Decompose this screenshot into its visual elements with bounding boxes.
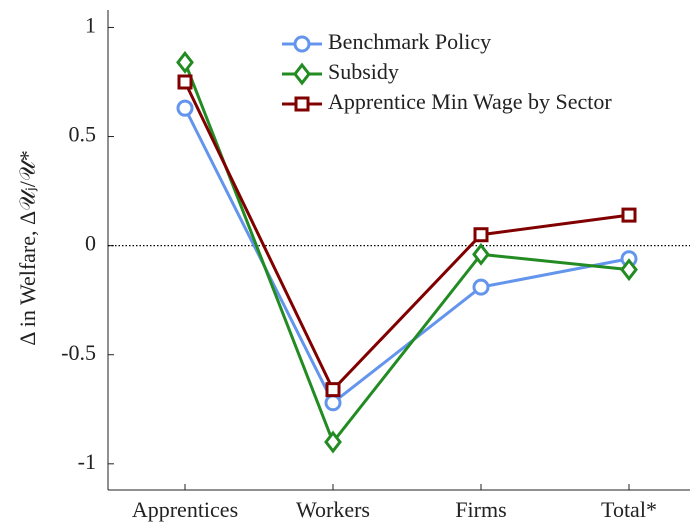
legend-marker (293, 62, 311, 86)
x-tick-label: Apprentices (132, 497, 238, 522)
y-tick-label: -0.5 (61, 340, 96, 365)
x-tick-label: Firms (455, 497, 506, 522)
series-line (183, 107, 630, 406)
marker (472, 278, 490, 296)
marker (621, 207, 637, 223)
series-line (183, 61, 630, 445)
legend-label: Benchmark Policy (328, 29, 491, 54)
legend-label: Subsidy (328, 59, 399, 84)
x-tick-label: Workers (296, 497, 370, 522)
y-tick-label: 0 (85, 231, 96, 256)
legend-marker (293, 35, 311, 53)
marker (473, 227, 489, 243)
x-tick-label: Total* (601, 497, 657, 522)
legend-marker (294, 96, 310, 112)
marker (324, 394, 342, 412)
y-axis-label: Δ in Welfare, Δ𝒰ⱼ/𝒰* (15, 150, 40, 345)
marker (324, 430, 342, 454)
series-line (183, 81, 630, 393)
y-tick-label: -1 (78, 449, 96, 474)
y-tick-label: 0.5 (69, 122, 97, 147)
marker (176, 99, 194, 117)
marker (472, 242, 490, 266)
marker (176, 50, 194, 74)
marker (620, 258, 638, 282)
marker (177, 74, 193, 90)
marker (325, 382, 341, 398)
legend-label: Apprentice Min Wage by Sector (328, 89, 612, 114)
y-tick-label: 1 (85, 13, 96, 38)
